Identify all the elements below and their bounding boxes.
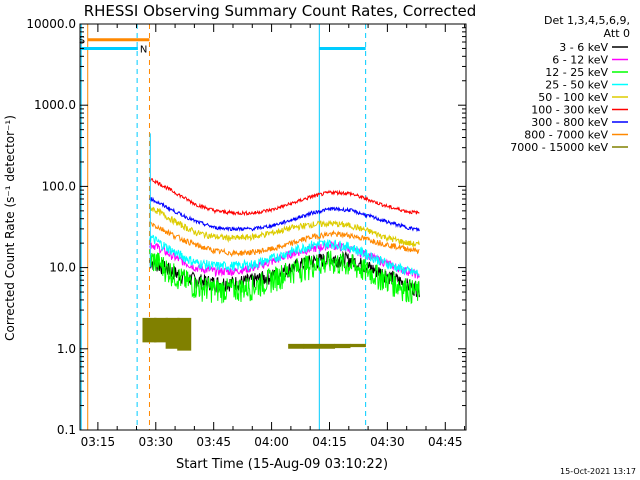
legend-label: 25 - 50 keV xyxy=(545,79,608,92)
y-tick-label: 1.0 xyxy=(57,342,76,356)
y-axis-label: Corrected Count Rate (s⁻¹ detector⁻¹) xyxy=(3,115,17,341)
legend-header: Det 1,3,4,5,6,9, xyxy=(544,14,630,27)
legend-label: 6 - 12 keV xyxy=(552,54,608,67)
series-line xyxy=(149,250,420,298)
y-tick-label: 100.0 xyxy=(42,179,76,193)
legend-label: 300 - 800 keV xyxy=(531,116,608,129)
y-tick-label: 10.0 xyxy=(49,261,76,275)
legend-label: 50 - 100 keV xyxy=(538,91,608,104)
plot-area: SN xyxy=(79,24,367,430)
legend-label: 3 - 6 keV xyxy=(559,41,608,54)
x-axis-label: Start Time (15-Aug-09 03:10:22) xyxy=(176,457,388,472)
series-line xyxy=(149,219,420,258)
legend-label: 12 - 25 keV xyxy=(545,66,608,79)
x-tick-label: 04:00 xyxy=(254,435,289,449)
footer-timestamp: 15-Oct-2021 13:17 xyxy=(560,467,636,476)
series-line xyxy=(149,178,420,217)
flag-label: N xyxy=(140,44,147,55)
legend-label: 7000 - 15000 keV xyxy=(510,141,608,154)
series-line xyxy=(149,196,420,233)
x-tick-label: 03:30 xyxy=(138,435,173,449)
legend-label: 100 - 300 keV xyxy=(531,104,608,117)
series-line xyxy=(149,234,420,278)
y-tick-label: 0.1 xyxy=(57,423,76,437)
legend-header: Att 0 xyxy=(604,27,630,40)
series-line xyxy=(149,204,420,248)
axes: 0.1 1.0 10.0 100.0 1000.0 10000.0 03:15 03:30 03… xyxy=(26,17,467,449)
flag-label: S xyxy=(79,36,85,47)
legend-label: 800 - 7000 keV xyxy=(524,129,608,142)
x-tick-label: 03:15 xyxy=(81,435,116,449)
y-tick-label: 10000.0 xyxy=(26,17,76,31)
x-tick-label: 04:30 xyxy=(370,435,405,449)
plot-frame xyxy=(79,23,467,431)
chart-title: RHESSI Observing Summary Count Rates, Co… xyxy=(84,2,477,20)
x-tick-label: 04:15 xyxy=(312,435,347,449)
series-line xyxy=(149,249,420,305)
x-tick-label: 04:45 xyxy=(428,435,463,449)
x-tick-label: 03:45 xyxy=(196,435,231,449)
series-layer xyxy=(142,133,420,351)
y-tick-label: 1000.0 xyxy=(34,98,76,112)
